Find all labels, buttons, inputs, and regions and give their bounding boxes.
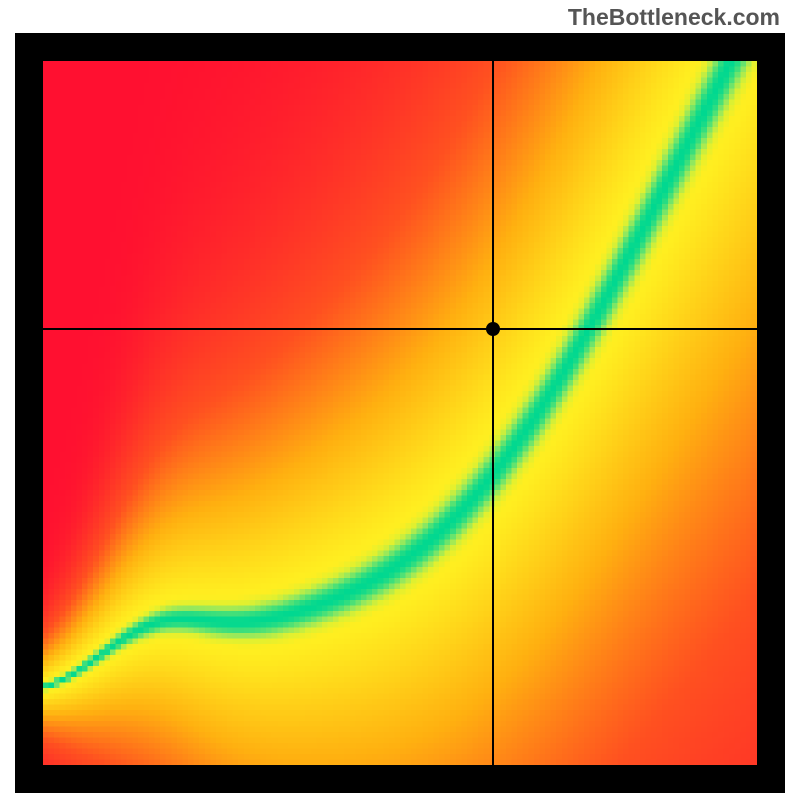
data-point-marker: [486, 322, 500, 336]
crosshair-vertical: [492, 61, 494, 765]
plot-inner: [43, 61, 757, 765]
plot-frame: [15, 33, 785, 793]
crosshair-horizontal: [43, 328, 757, 330]
watermark-text: TheBottleneck.com: [568, 4, 780, 31]
heatmap-canvas: [43, 61, 757, 765]
chart-container: TheBottleneck.com: [0, 0, 800, 800]
